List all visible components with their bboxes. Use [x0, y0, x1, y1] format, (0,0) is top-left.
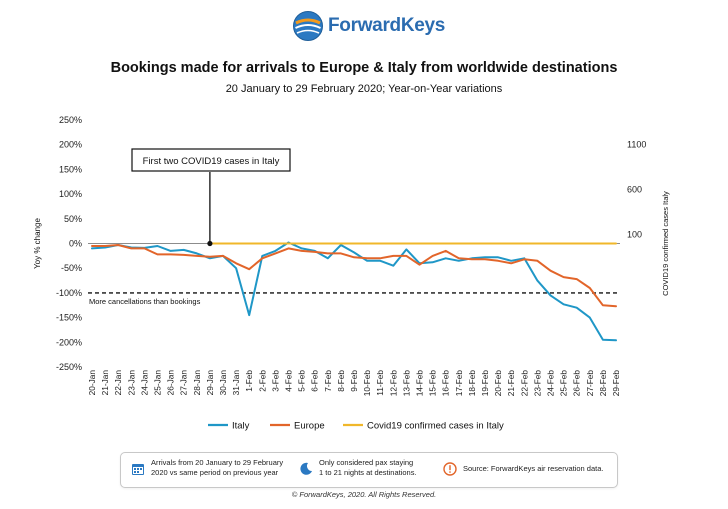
x-tick-label: 9-Feb	[349, 370, 359, 392]
y-tick-label: 50%	[64, 214, 82, 224]
info-nights: Only considered pax staying 1 to 21 nigh…	[319, 458, 417, 477]
annotation-text: First two COVID19 cases in Italy	[143, 156, 280, 167]
info-date-range: Arrivals from 20 January to 29 February …	[151, 458, 284, 477]
copyright: © ForwardKeys, 2020. All Rights Reserved…	[291, 490, 437, 499]
x-tick-label: 29-Feb	[611, 370, 621, 397]
info-icon	[443, 462, 457, 476]
x-tick-label: 26-Jan	[166, 370, 176, 396]
y2-tick-label: 600	[627, 185, 642, 195]
x-tick-label: 14-Feb	[415, 370, 425, 397]
logo-text: ForwardKeys	[328, 15, 446, 36]
x-tick-label: 31-Jan	[231, 370, 241, 396]
y-tick-label: -200%	[56, 337, 82, 347]
info-box: Arrivals from 20 January to 29 February …	[120, 452, 618, 488]
x-tick-label: 26-Feb	[572, 370, 582, 397]
x-tick-label: 1-Feb	[244, 370, 254, 392]
legend-label-1: Italy	[232, 421, 250, 432]
x-tick-label: 10-Feb	[362, 370, 372, 397]
y2-axis-title: COVID19 confirmed cases Italy	[661, 191, 670, 296]
globe-icon	[293, 11, 323, 41]
chart-title: Bookings made for arrivals to Europe & I…	[110, 60, 618, 76]
y-tick-label: 0%	[69, 239, 82, 249]
line-chart: 250% 200% 150% 100% 50% 0% -50% -100% -150% -200%…	[33, 115, 670, 432]
x-tick-label: 13-Feb	[401, 370, 411, 397]
info-source: Source: ForwardKeys air reservation data…	[463, 464, 604, 473]
x-tick-label: 6-Feb	[310, 370, 320, 392]
x-tick-label: 4-Feb	[284, 370, 294, 392]
x-tick-label: 7-Feb	[323, 370, 333, 392]
x-tick-label: 22-Jan	[113, 370, 123, 396]
chart-subtitle: 20 January to 29 February 2020; Year-on-…	[225, 83, 503, 95]
forwardkeys-logo: ForwardKeys	[292, 10, 446, 44]
x-tick-label: 3-Feb	[270, 370, 280, 392]
x-tick-label: 15-Feb	[428, 370, 438, 397]
x-tick-label: 28-Jan	[192, 370, 202, 396]
y2-tick-label: 1100	[627, 140, 646, 150]
legend-label-2: Europe	[294, 421, 325, 432]
annotation-point	[207, 240, 213, 247]
y-tick-label: 150%	[59, 164, 82, 174]
x-tick-label: 25-Feb	[559, 370, 569, 397]
x-tick-label: 8-Feb	[336, 370, 346, 392]
x-tick-label: 28-Feb	[598, 370, 608, 397]
x-tick-label: 17-Feb	[454, 370, 464, 397]
x-tick-label: 22-Feb	[519, 370, 529, 397]
x-tick-label: 12-Feb	[388, 370, 398, 397]
x-tick-label: 24-Jan	[139, 370, 149, 396]
y2-tick-label: 100	[627, 230, 642, 240]
y-tick-label: -250%	[56, 362, 82, 372]
y-axis-title: Yoy % change	[33, 218, 42, 269]
y-tick-label: 100%	[59, 189, 82, 199]
y-tick-label: -100%	[56, 288, 82, 298]
x-tick-label: 19-Feb	[480, 370, 490, 397]
x-tick-label: 18-Feb	[467, 370, 477, 397]
x-tick-label: 20-Feb	[493, 370, 503, 397]
x-tick-label: 23-Feb	[532, 370, 542, 397]
x-tick-label: 5-Feb	[297, 370, 307, 392]
x-tick-label: 27-Feb	[585, 370, 595, 397]
series-line-2	[91, 244, 617, 308]
legend-label-3: Covid19 confirmed cases in Italy	[367, 421, 504, 432]
reference-line-label: More cancellations than bookings	[89, 297, 201, 306]
y-tick-label: 200%	[59, 140, 82, 150]
x-tick-label: 21-Feb	[506, 370, 516, 397]
x-tick-label: 11-Feb	[375, 370, 385, 396]
x-tick-label: 20-Jan	[87, 370, 97, 396]
calendar-icon	[132, 464, 144, 475]
x-tick-label: 2-Feb	[257, 370, 267, 392]
y-tick-label: -50%	[61, 263, 82, 273]
y-tick-label: 250%	[59, 115, 82, 125]
x-tick-label: 24-Feb	[546, 370, 556, 397]
annotation-box	[131, 148, 291, 172]
moon-icon	[300, 462, 312, 475]
x-tick-label: 30-Jan	[218, 370, 228, 396]
x-tick-label: 29-Jan	[205, 370, 215, 396]
x-tick-label: 27-Jan	[179, 370, 189, 396]
x-tick-label: 23-Jan	[126, 370, 136, 396]
y-tick-label: -150%	[56, 313, 82, 323]
series-line-1	[91, 241, 617, 342]
x-tick-label: 25-Jan	[153, 370, 163, 396]
x-tick-label: 21-Jan	[100, 370, 110, 396]
x-tick-label: 16-Feb	[441, 370, 451, 397]
